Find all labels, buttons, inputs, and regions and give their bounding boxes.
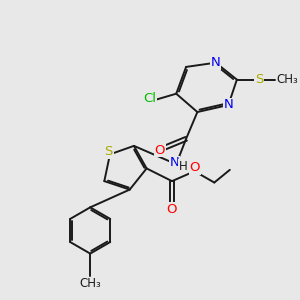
Text: S: S bbox=[104, 145, 113, 158]
Text: Cl: Cl bbox=[143, 92, 157, 105]
Text: N: N bbox=[170, 156, 180, 169]
Text: CH₃: CH₃ bbox=[79, 277, 101, 290]
Text: O: O bbox=[167, 203, 177, 216]
Text: N: N bbox=[211, 56, 220, 69]
Text: N: N bbox=[224, 98, 233, 112]
Text: O: O bbox=[154, 144, 165, 157]
Text: CH₃: CH₃ bbox=[276, 73, 298, 86]
Text: S: S bbox=[255, 73, 264, 86]
Text: O: O bbox=[189, 161, 200, 174]
Text: H: H bbox=[179, 160, 188, 173]
